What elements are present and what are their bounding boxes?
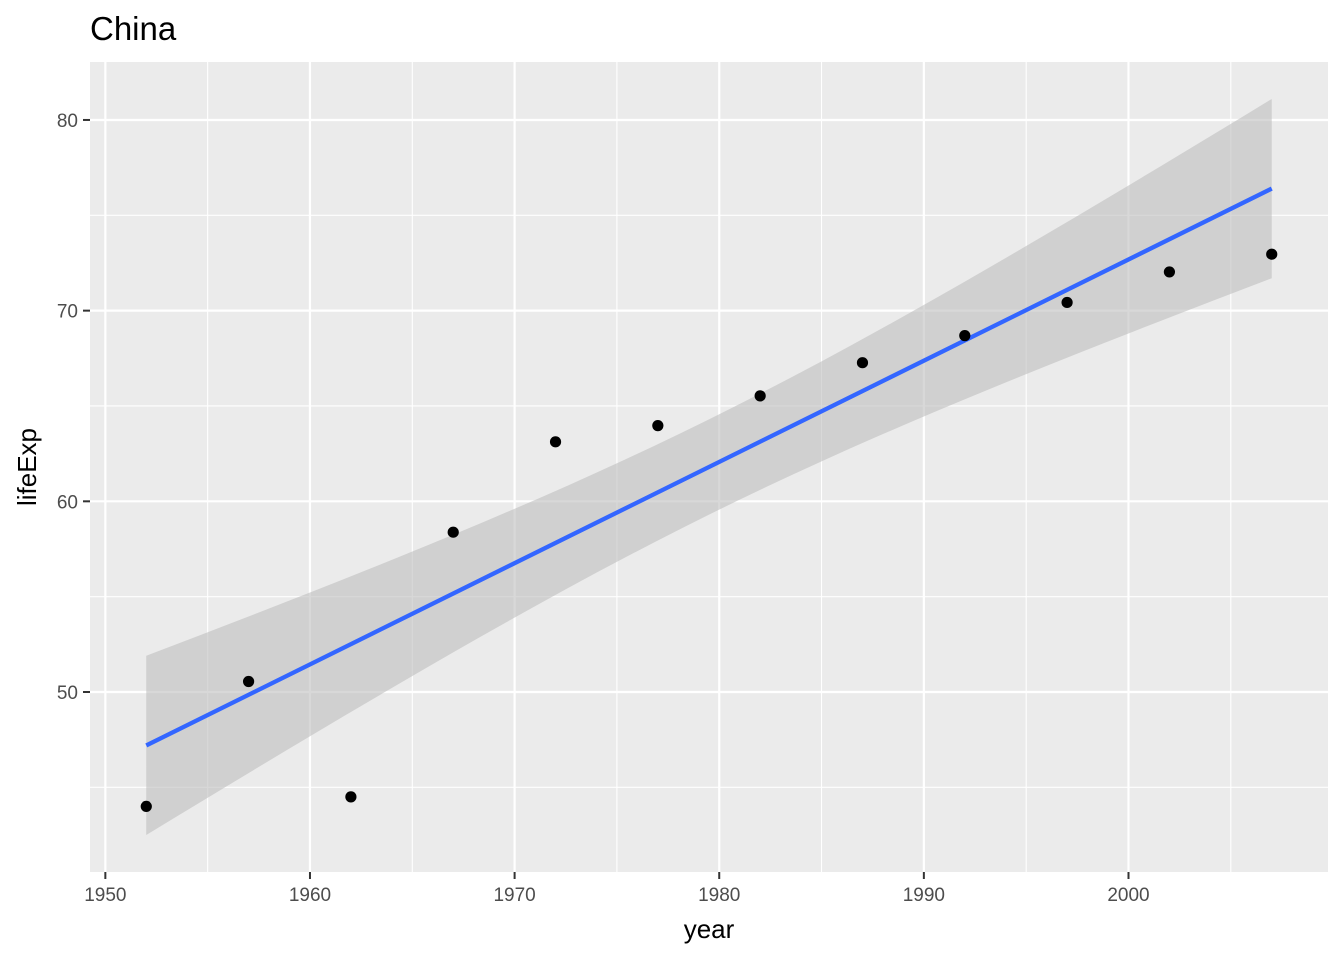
x-tick-label: 1990 xyxy=(903,885,945,906)
data-point xyxy=(345,791,357,803)
fit-line xyxy=(145,186,1273,748)
x-axis: 1950 1960 1970 1980 1990 2000 xyxy=(84,872,1150,906)
x-tick-label: 2000 xyxy=(1107,885,1149,906)
x-tick-label: 1980 xyxy=(698,885,740,906)
data-point xyxy=(856,357,869,369)
x-tick-label: 1950 xyxy=(84,885,126,906)
x-tick-label: 1960 xyxy=(289,885,331,906)
data-point xyxy=(959,330,971,342)
data-point xyxy=(242,675,255,688)
y-axis-title: lifeExp xyxy=(12,428,42,506)
chart-title: China xyxy=(90,10,177,47)
data-point xyxy=(1163,266,1176,278)
x-axis-title: year xyxy=(684,914,735,944)
data-point xyxy=(140,800,152,813)
x-tick-label: 1970 xyxy=(493,885,535,906)
y-tick-label: 80 xyxy=(57,111,78,132)
points-layer xyxy=(140,248,1278,813)
data-point xyxy=(1266,248,1278,260)
data-point xyxy=(1061,296,1073,309)
y-tick-label: 70 xyxy=(57,302,78,323)
y-tick-label: 50 xyxy=(57,683,78,704)
data-point xyxy=(754,390,766,402)
y-tick-label: 60 xyxy=(57,492,78,513)
data-point xyxy=(549,436,562,448)
data-point xyxy=(447,526,459,538)
fit-line-layer xyxy=(145,186,1273,748)
y-axis: 50 60 70 80 xyxy=(57,111,90,704)
data-point xyxy=(652,420,664,432)
